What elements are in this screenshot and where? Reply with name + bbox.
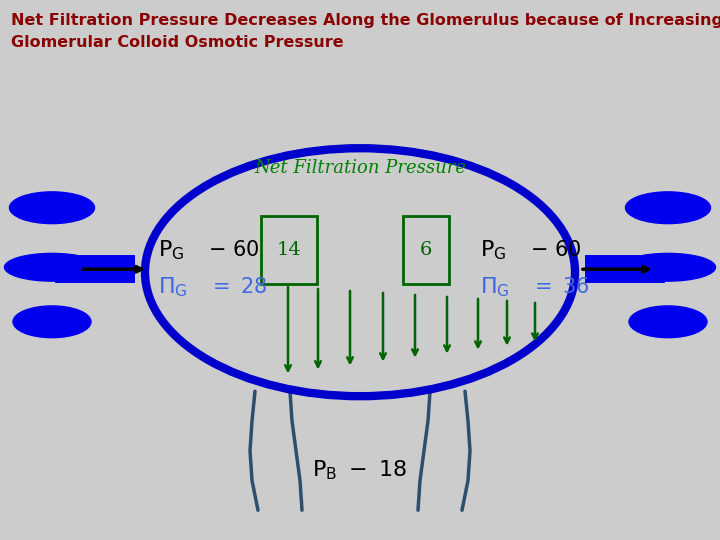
Ellipse shape	[621, 253, 716, 281]
Text: $\mathrm{P_G}$: $\mathrm{P_G}$	[480, 239, 506, 262]
Text: 14: 14	[276, 241, 302, 259]
Text: 6: 6	[420, 241, 432, 259]
Ellipse shape	[629, 306, 707, 338]
FancyBboxPatch shape	[261, 215, 317, 284]
Text: $\mathrm{P_B}\ -\ 18$: $\mathrm{P_B}\ -\ 18$	[312, 459, 408, 482]
Text: Net Filtration Pressure Decreases Along the Glomerulus because of Increasing: Net Filtration Pressure Decreases Along …	[11, 14, 720, 29]
Text: $-\ 60$: $-\ 60$	[530, 240, 582, 260]
Text: Net Filtration Pressure: Net Filtration Pressure	[254, 159, 466, 177]
Text: Glomerular Colloid Osmotic Pressure: Glomerular Colloid Osmotic Pressure	[11, 35, 343, 50]
Text: $-\ 60$: $-\ 60$	[208, 240, 259, 260]
Ellipse shape	[4, 253, 99, 281]
Ellipse shape	[13, 306, 91, 338]
FancyBboxPatch shape	[585, 255, 665, 283]
Text: $=\ 36$: $=\ 36$	[530, 277, 590, 297]
Text: $\Pi_\mathrm{G}$: $\Pi_\mathrm{G}$	[158, 275, 188, 299]
Text: $=\ 28$: $=\ 28$	[208, 277, 267, 297]
Text: $\mathrm{P_G}$: $\mathrm{P_G}$	[158, 239, 184, 262]
Ellipse shape	[9, 192, 94, 224]
FancyBboxPatch shape	[55, 255, 135, 283]
Text: $\Pi_\mathrm{G}$: $\Pi_\mathrm{G}$	[480, 275, 510, 299]
FancyBboxPatch shape	[403, 215, 449, 284]
Ellipse shape	[626, 192, 711, 224]
